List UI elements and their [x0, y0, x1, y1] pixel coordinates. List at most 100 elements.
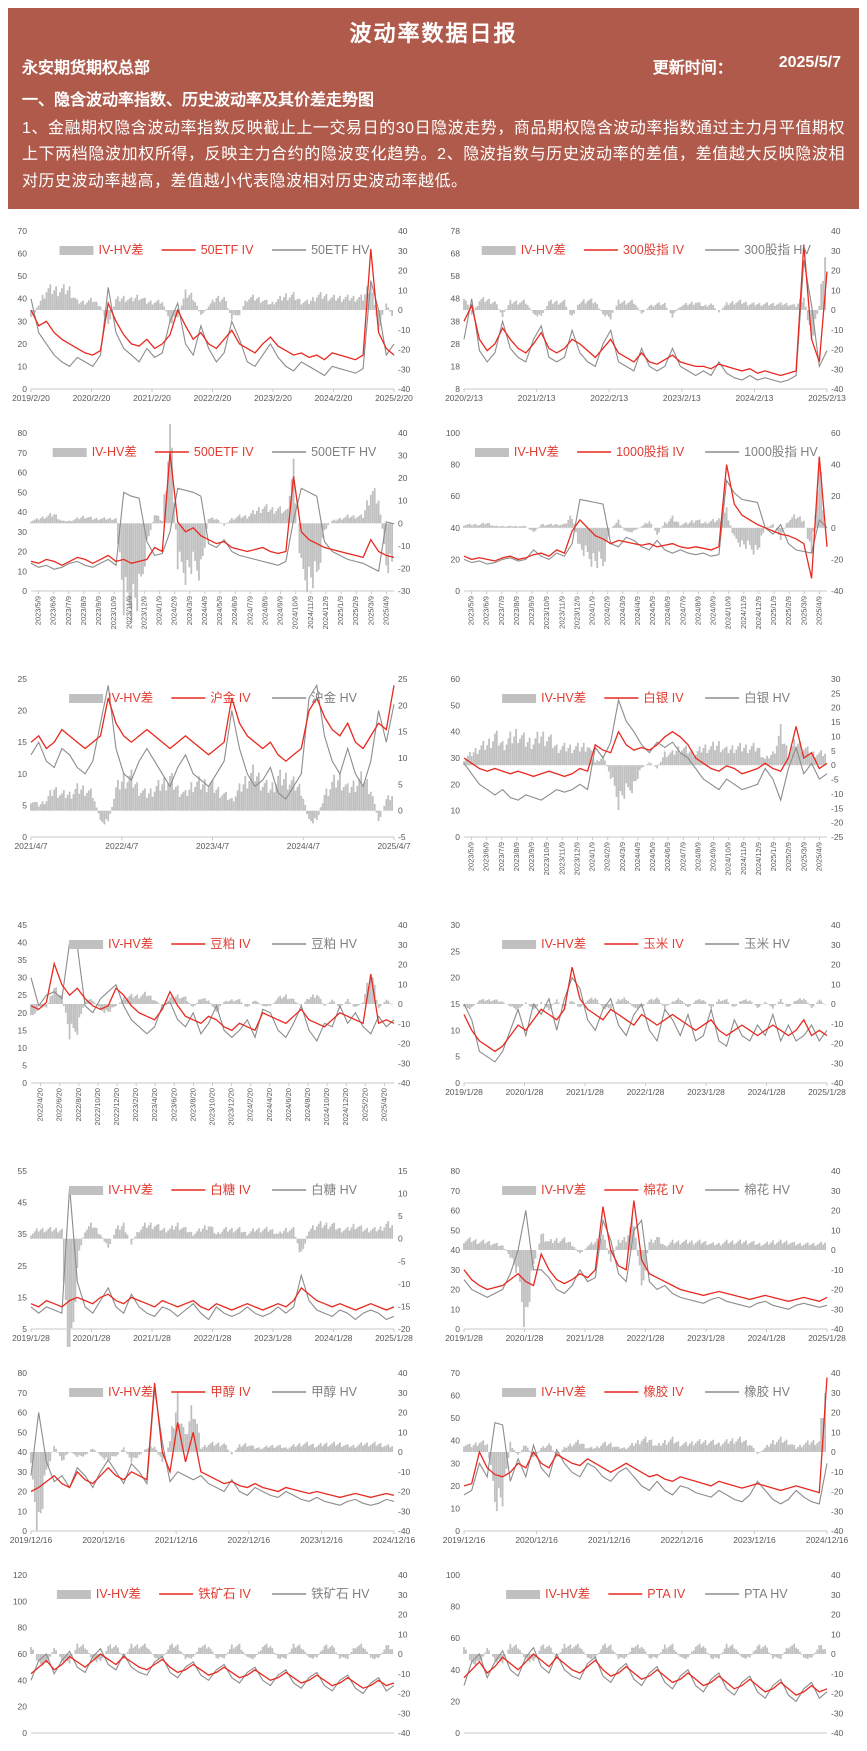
svg-text:2023/9/9: 2023/9/9 — [527, 596, 536, 625]
svg-text:2024/4/9: 2024/4/9 — [633, 596, 642, 625]
svg-text:20: 20 — [831, 491, 841, 501]
svg-text:-10: -10 — [831, 1467, 844, 1477]
chart-sugar: 55 45 35 25 15 5 15 10 5 0 -5 -10 -15 -20 2019/1/28 202… — [1, 1161, 434, 1348]
chart-corn: 30 25 20 15 10 5 0 40 30 20 10 0 -10 -20 -30 -40 2019/1/… — [434, 915, 867, 1101]
svg-text:-10: -10 — [831, 325, 844, 335]
svg-text:25: 25 — [18, 674, 28, 684]
svg-text:-10: -10 — [398, 1279, 411, 1289]
svg-text:120: 120 — [13, 1570, 27, 1580]
svg-text:20: 20 — [831, 1408, 841, 1418]
svg-text:2025/2/9: 2025/2/9 — [784, 596, 793, 625]
legend-diff-label: IV-HV差 — [108, 937, 153, 951]
svg-text:2024/10/9: 2024/10/9 — [724, 596, 733, 629]
svg-text:-10: -10 — [398, 1019, 411, 1029]
svg-text:60: 60 — [451, 1206, 461, 1216]
svg-text:2021/12/16: 2021/12/16 — [155, 1535, 198, 1545]
svg-text:-30: -30 — [398, 1506, 411, 1516]
svg-text:0: 0 — [398, 1649, 403, 1659]
svg-text:2020/1/28: 2020/1/28 — [506, 1333, 544, 1343]
svg-text:2020/1/28: 2020/1/28 — [73, 1333, 111, 1343]
svg-text:20: 20 — [398, 473, 408, 483]
svg-text:30: 30 — [18, 316, 28, 326]
svg-text:70: 70 — [451, 1368, 461, 1378]
svg-text:0: 0 — [398, 518, 403, 528]
legend-iv-label: 豆粕 IV — [210, 936, 251, 951]
iv-line — [30, 1287, 395, 1311]
svg-text:0: 0 — [22, 1728, 27, 1738]
legend-diff-swatch — [56, 1590, 91, 1600]
svg-text:2025/3/9: 2025/3/9 — [799, 842, 808, 871]
svg-text:2025/1/9: 2025/1/9 — [769, 596, 778, 625]
svg-text:50: 50 — [451, 1413, 461, 1423]
svg-text:40: 40 — [18, 938, 28, 948]
iv-line — [463, 726, 828, 778]
svg-text:2024/9/9: 2024/9/9 — [709, 596, 718, 625]
svg-text:2024/6/20: 2024/6/20 — [284, 1088, 293, 1121]
svg-text:40: 40 — [831, 460, 841, 470]
svg-text:2025/4/9: 2025/4/9 — [814, 842, 823, 871]
svg-text:2024/10/9: 2024/10/9 — [291, 596, 300, 629]
svg-text:2022/8/20: 2022/8/20 — [74, 1088, 83, 1121]
svg-text:30: 30 — [398, 1388, 408, 1398]
svg-text:2023/10/9: 2023/10/9 — [542, 842, 551, 875]
svg-text:0: 0 — [22, 1078, 27, 1088]
hv-line — [463, 478, 828, 565]
iv-line — [463, 456, 828, 579]
svg-text:2024/8/9: 2024/8/9 — [693, 596, 702, 625]
svg-text:30: 30 — [398, 451, 408, 461]
legend-hv-label: 玉米 HV — [744, 937, 791, 951]
svg-text:-10: -10 — [398, 1467, 411, 1477]
svg-text:-40: -40 — [398, 1526, 411, 1536]
svg-text:2024/3/9: 2024/3/9 — [618, 842, 627, 871]
svg-text:2023/4/7: 2023/4/7 — [196, 841, 229, 851]
svg-text:38: 38 — [451, 316, 461, 326]
legend-iv-label: 铁矿石 IV — [198, 1587, 251, 1601]
svg-text:2024/2/9: 2024/2/9 — [603, 842, 612, 871]
svg-text:2024/11/9: 2024/11/9 — [739, 596, 748, 629]
svg-text:2024/7/9: 2024/7/9 — [245, 596, 254, 625]
svg-text:2025/3/9: 2025/3/9 — [799, 596, 808, 625]
svg-text:20: 20 — [451, 1481, 461, 1491]
legend-hv-label: 300股指 HV — [744, 242, 811, 257]
svg-text:0: 0 — [455, 832, 460, 842]
chart-canvas: 100 80 60 40 20 0 60 40 20 0 -20 -40 2023/5/9 2023/6/… — [446, 428, 844, 629]
svg-text:40: 40 — [18, 1447, 28, 1457]
svg-text:30: 30 — [398, 940, 408, 950]
legend-diff-swatch — [502, 1388, 537, 1398]
svg-text:30: 30 — [451, 753, 461, 763]
svg-text:2025/3/9: 2025/3/9 — [366, 596, 375, 625]
svg-text:-30: -30 — [398, 1058, 411, 1068]
chart-iron-ore: 120 100 80 60 40 20 0 40 30 20 10 0 -10 -20 -30 -40 IV-H… — [1, 1565, 434, 1751]
svg-text:5: 5 — [831, 746, 836, 756]
svg-text:20: 20 — [831, 1610, 841, 1620]
svg-text:20: 20 — [451, 1697, 461, 1707]
report-meta-row: 永安期货期权总部 更新时间： 2025/5/7 — [22, 54, 845, 78]
legend-iv-label: 橡胶 IV — [643, 1384, 684, 1399]
svg-text:10: 10 — [398, 496, 408, 506]
svg-text:2024/11/9: 2024/11/9 — [306, 596, 315, 629]
svg-text:2024/12/16: 2024/12/16 — [373, 1535, 416, 1545]
legend-diff-label: IV-HV差 — [541, 1385, 586, 1399]
report-header: 波动率数据日报 永安期货期权总部 更新时间： 2025/5/7 一、隐含波动率指… — [8, 8, 859, 210]
legend-hv-label: 500ETF HV — [311, 445, 377, 459]
svg-text:-20: -20 — [398, 1689, 411, 1699]
svg-text:40: 40 — [398, 1368, 408, 1378]
svg-text:30: 30 — [831, 1186, 841, 1196]
svg-text:2024/6/9: 2024/6/9 — [663, 596, 672, 625]
svg-text:-15: -15 — [398, 1302, 411, 1312]
svg-text:2024/9/9: 2024/9/9 — [709, 842, 718, 871]
svg-text:40: 40 — [831, 1166, 841, 1176]
svg-text:55: 55 — [18, 1166, 28, 1176]
svg-text:-20: -20 — [831, 345, 844, 355]
section-title: 一、隐含波动率指数、历史波动率及其价差走势图 — [22, 92, 375, 109]
svg-text:20: 20 — [18, 1487, 28, 1497]
svg-text:2024/4/20: 2024/4/20 — [265, 1088, 274, 1121]
svg-text:15: 15 — [18, 1293, 28, 1303]
chart-canvas: 80706050403020100403020100-10-20-30-4020… — [445, 1166, 846, 1343]
svg-text:2019/12/16: 2019/12/16 — [10, 1535, 53, 1545]
svg-text:25: 25 — [18, 990, 28, 1000]
svg-text:2024/12/16: 2024/12/16 — [806, 1535, 849, 1545]
svg-text:10: 10 — [398, 979, 408, 989]
svg-text:-10: -10 — [398, 325, 411, 335]
svg-text:20: 20 — [18, 339, 28, 349]
